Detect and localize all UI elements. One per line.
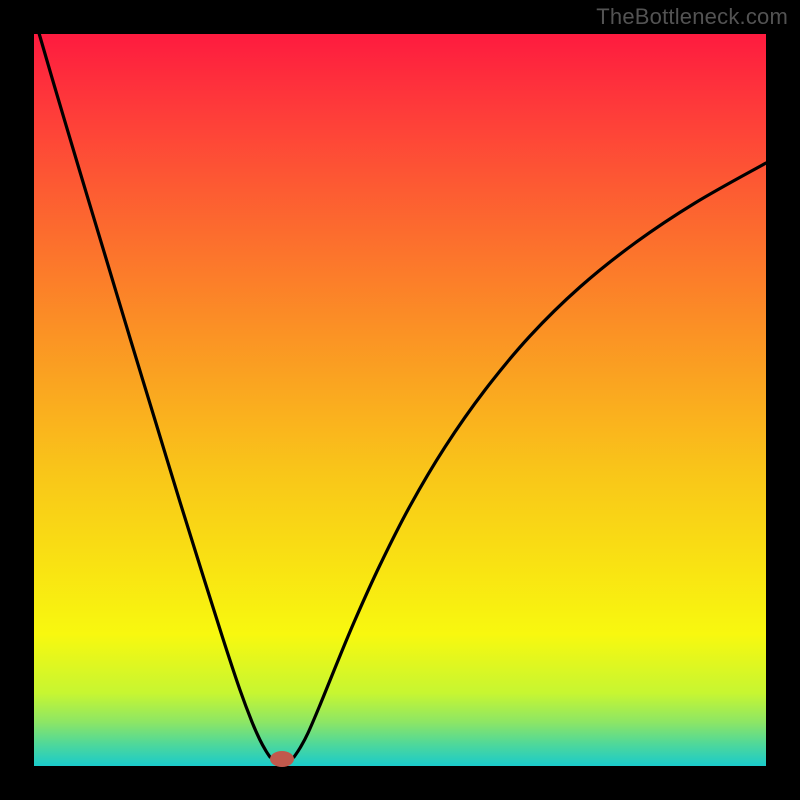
minimum-marker [270,751,294,767]
chart-svg [0,0,800,800]
plot-area [34,34,766,766]
watermark-text: TheBottleneck.com [596,4,788,30]
chart-container: TheBottleneck.com [0,0,800,800]
